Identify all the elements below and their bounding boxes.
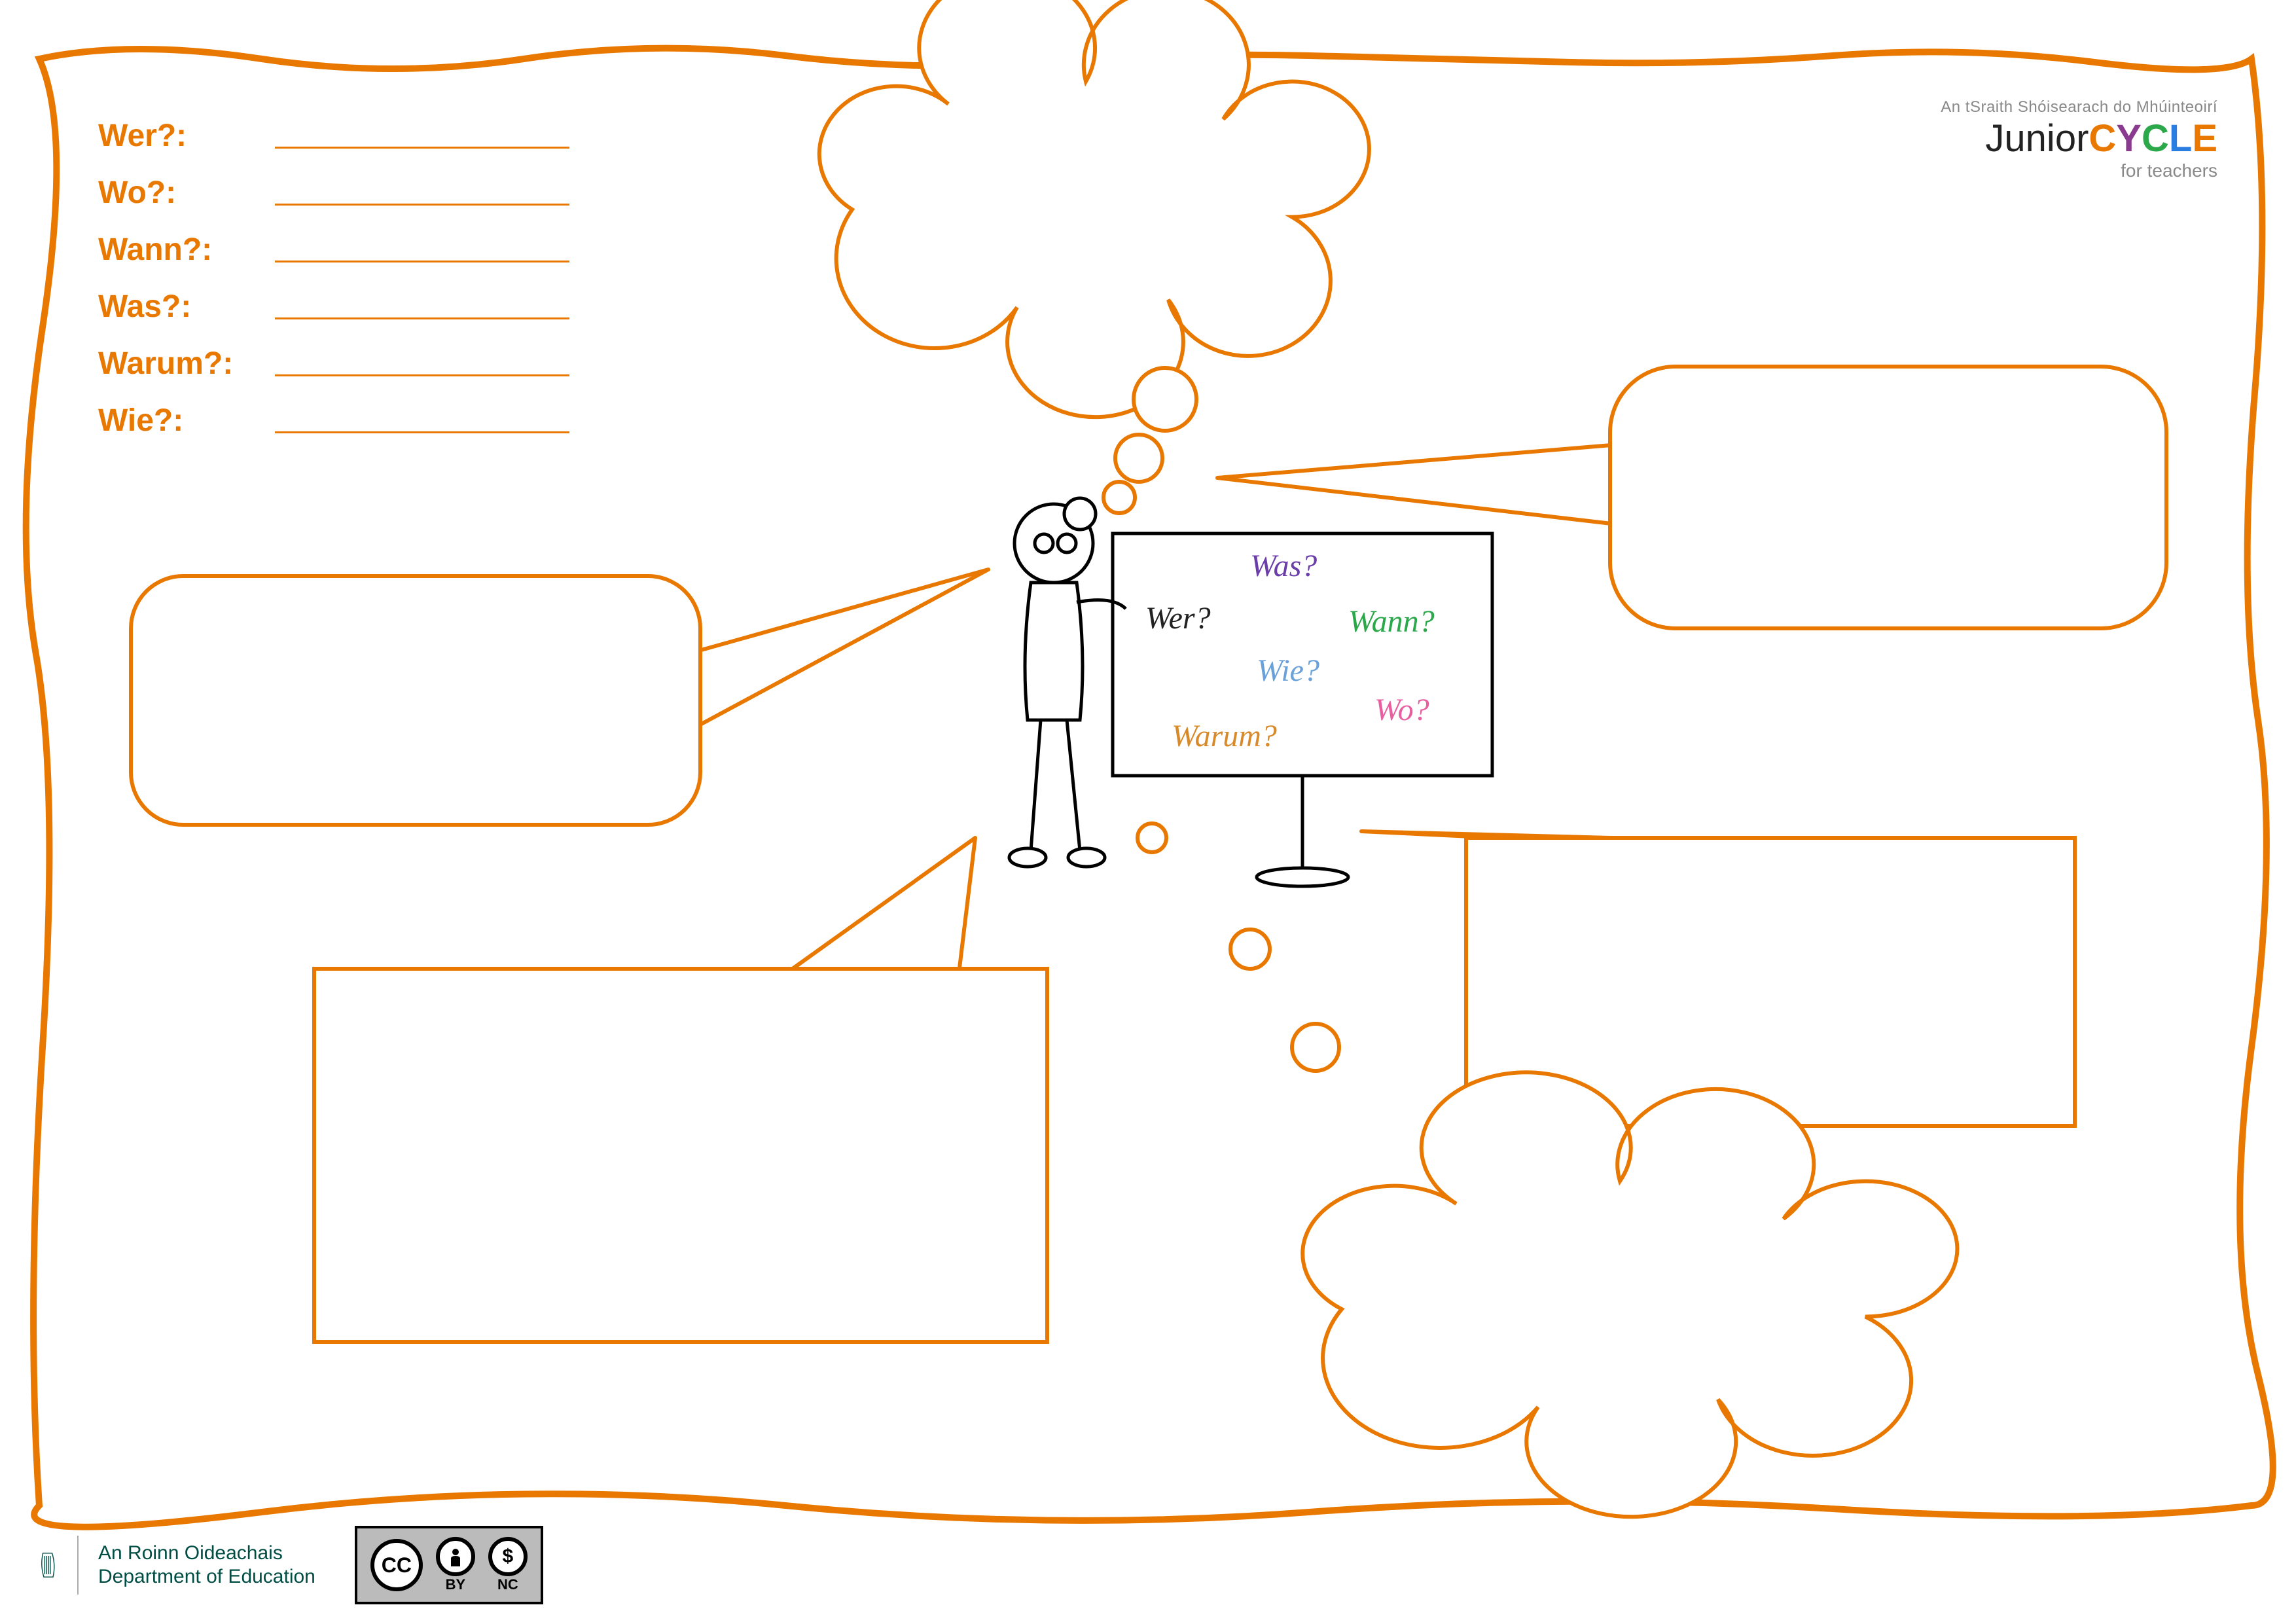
graphic-organizer: Wer? Was? Wann? Wie? Wo? Warum? xyxy=(0,0,2296,1538)
worksheet-page: Wer?: Wo?: Wann?: Was?: Warum?: Wie?: An… xyxy=(0,0,2296,1624)
svg-text:Wo?: Wo? xyxy=(1374,693,1429,727)
svg-text:Wer?: Wer? xyxy=(1145,601,1211,636)
dept-text: An Roinn Oideachais Department of Educat… xyxy=(98,1542,315,1589)
svg-text:Wann?: Wann? xyxy=(1348,604,1435,639)
cc-nc-icon: $ NC xyxy=(488,1537,528,1593)
svg-text:Warum?: Warum? xyxy=(1172,719,1277,753)
page-footer: An Roinn Oideachais Department of Educat… xyxy=(39,1526,543,1604)
cc-license-badge: CC BY $ NC xyxy=(355,1526,543,1604)
cc-icon: CC xyxy=(370,1539,423,1591)
harp-icon xyxy=(39,1536,79,1595)
svg-text:Was?: Was? xyxy=(1250,549,1317,583)
dept-name-ga: An Roinn Oideachais xyxy=(98,1542,315,1565)
dept-of-education-logo: An Roinn Oideachais Department of Educat… xyxy=(39,1536,315,1595)
svg-text:Wie?: Wie? xyxy=(1257,653,1319,688)
dept-name-en: Department of Education xyxy=(98,1565,315,1589)
cc-by-icon: BY xyxy=(436,1537,475,1593)
